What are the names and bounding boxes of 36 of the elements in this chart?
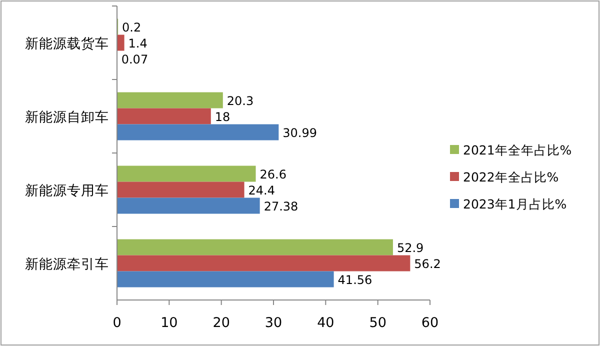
x-tick-label: 50 bbox=[369, 315, 386, 331]
bar bbox=[117, 182, 244, 198]
data-label: 52.9 bbox=[396, 240, 424, 255]
bar bbox=[117, 34, 124, 51]
data-label: 24.4 bbox=[248, 183, 276, 198]
data-label: 18 bbox=[214, 110, 230, 124]
data-label: 0.07 bbox=[121, 52, 148, 66]
x-tick-label: 60 bbox=[421, 315, 439, 331]
data-label: 56.2 bbox=[414, 256, 441, 271]
x-tick-label: 0 bbox=[112, 315, 122, 331]
data-label: 20.3 bbox=[226, 94, 254, 108]
bar bbox=[117, 239, 393, 256]
bar bbox=[117, 255, 410, 272]
x-tick-label: 10 bbox=[160, 315, 178, 331]
bar bbox=[117, 92, 223, 108]
legend-label: 2023年1月占比% bbox=[463, 196, 567, 212]
x-tick-label: 20 bbox=[212, 315, 230, 331]
bar bbox=[117, 198, 260, 214]
data-label: 1.4 bbox=[128, 36, 148, 50]
bar bbox=[117, 108, 211, 124]
data-label: 30.99 bbox=[282, 126, 318, 140]
bar bbox=[117, 271, 334, 288]
data-label: 27.38 bbox=[264, 199, 298, 214]
x-tick-label: 40 bbox=[317, 315, 334, 331]
data-label: 26.6 bbox=[260, 167, 286, 182]
y-tick-label: 新能源牵引车 bbox=[25, 256, 109, 272]
y-tick-label: 新能源载货车 bbox=[25, 36, 109, 52]
data-label: 0.2 bbox=[122, 20, 142, 34]
x-tick-label: 30 bbox=[264, 315, 282, 331]
legend-label: 2022年全占比% bbox=[463, 170, 559, 184]
y-tick-label: 新能源自卸车 bbox=[25, 109, 109, 126]
bar bbox=[117, 124, 279, 140]
bar bbox=[117, 166, 256, 182]
data-label: 41.56 bbox=[338, 272, 372, 287]
y-tick-label: 新能源专用车 bbox=[25, 182, 109, 199]
legend-label: 2021年全年占比% bbox=[463, 142, 572, 158]
